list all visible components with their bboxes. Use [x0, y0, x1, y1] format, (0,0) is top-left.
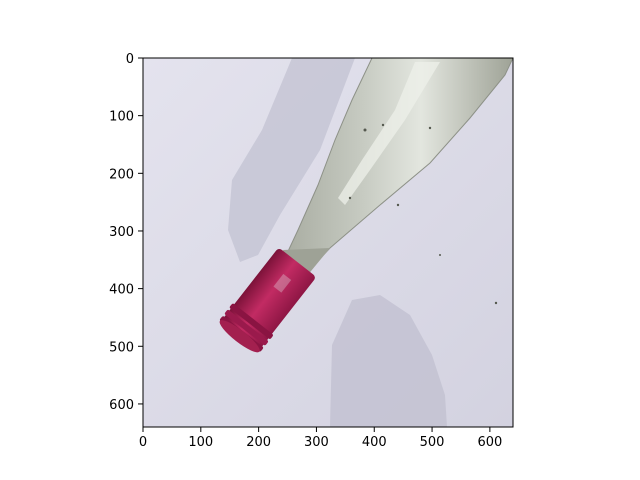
y-tick-label: 0 — [126, 52, 134, 67]
y-tick-label: 100 — [109, 110, 134, 125]
y-tick-label: 500 — [109, 340, 134, 355]
glass-specks — [348, 123, 498, 305]
bottle-shadow-lower — [330, 295, 447, 427]
x-tick-label: 100 — [188, 435, 213, 450]
bottle-highlight — [338, 62, 440, 205]
y-tick-label: 200 — [109, 167, 134, 182]
axes-frame — [142, 57, 514, 428]
x-tick-label: 500 — [420, 435, 445, 450]
x-tick-label: 300 — [304, 435, 329, 450]
x-axis: 0 100 200 300 400 500 600 — [139, 427, 502, 450]
y-tick-label: 600 — [109, 398, 134, 413]
y-tick-label: 300 — [109, 225, 134, 240]
x-tick-label: 0 — [139, 435, 147, 450]
y-tick-label: 400 — [109, 283, 134, 298]
bottle-shadow-upper — [228, 58, 355, 262]
x-tick-label: 600 — [477, 435, 502, 450]
y-axis: 0 100 200 300 400 500 600 — [109, 52, 143, 413]
x-tick-label: 200 — [246, 435, 271, 450]
x-tick-label: 400 — [362, 435, 387, 450]
bottle-cap — [219, 249, 315, 353]
photo-image — [143, 58, 513, 427]
